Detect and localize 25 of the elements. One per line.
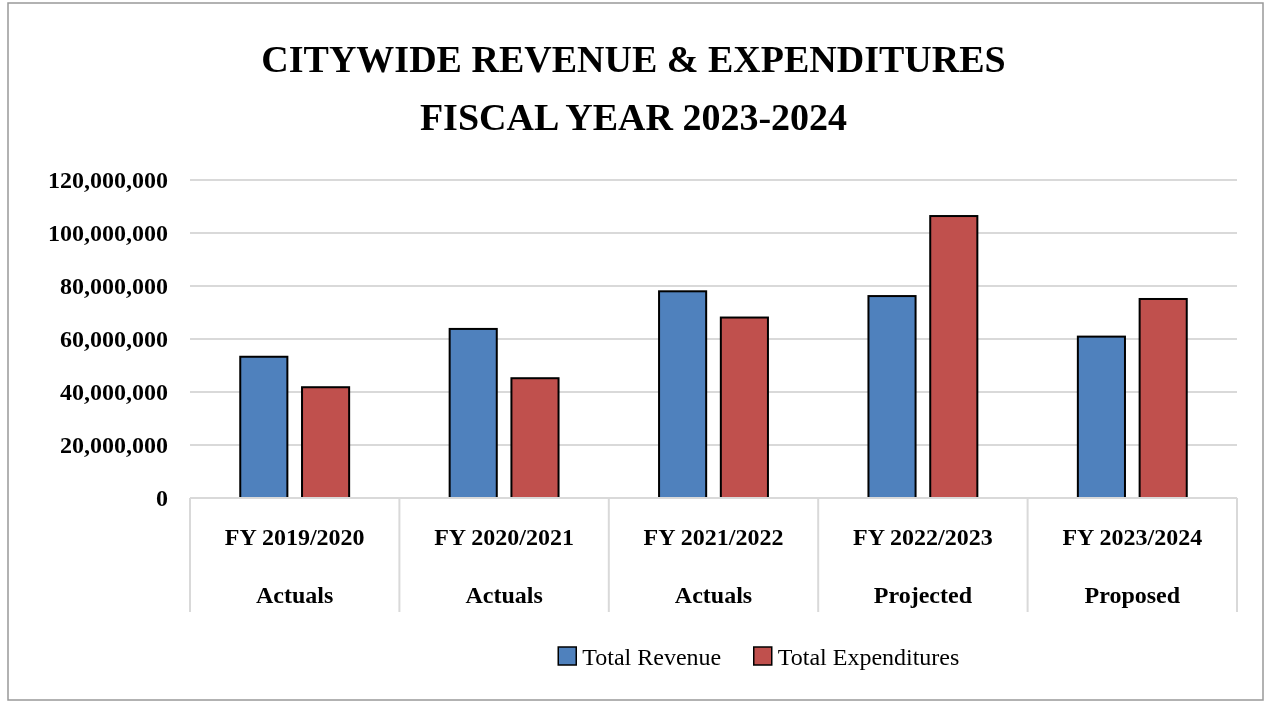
bar — [510, 377, 560, 499]
category-label: FY 2023/2024 Proposed — [1062, 524, 1203, 608]
y-tick-label: 60,000,000 — [60, 326, 168, 353]
y-tick-label: 80,000,000 — [60, 273, 168, 300]
legend-label: Total Expenditures — [777, 644, 960, 671]
y-tick-label: 120,000,000 — [48, 167, 168, 194]
bar — [658, 290, 708, 499]
bar — [448, 327, 498, 499]
bar — [1138, 297, 1188, 499]
bar — [239, 355, 289, 499]
category-label: FY 2022/2023 Projected — [853, 524, 993, 608]
bar — [929, 215, 979, 499]
y-tick-label: 0 — [156, 485, 168, 512]
y-tick-label: 40,000,000 — [60, 379, 168, 406]
bar — [1076, 335, 1126, 499]
y-tick-label: 100,000,000 — [48, 220, 168, 247]
category-label: FY 2019/2020 Actuals — [224, 524, 365, 608]
bar — [719, 316, 769, 499]
legend-label: Total Revenue — [582, 644, 722, 671]
y-tick-label: 20,000,000 — [60, 432, 168, 459]
bar — [867, 295, 917, 499]
category-label: FY 2021/2022 Actuals — [643, 524, 784, 608]
bar — [301, 386, 351, 499]
chart-title: CITYWIDE REVENUE & EXPENDITURES FISCAL YEAR 2023-2024 — [261, 38, 1006, 138]
category-label: FY 2020/2021 Actuals — [434, 524, 574, 608]
